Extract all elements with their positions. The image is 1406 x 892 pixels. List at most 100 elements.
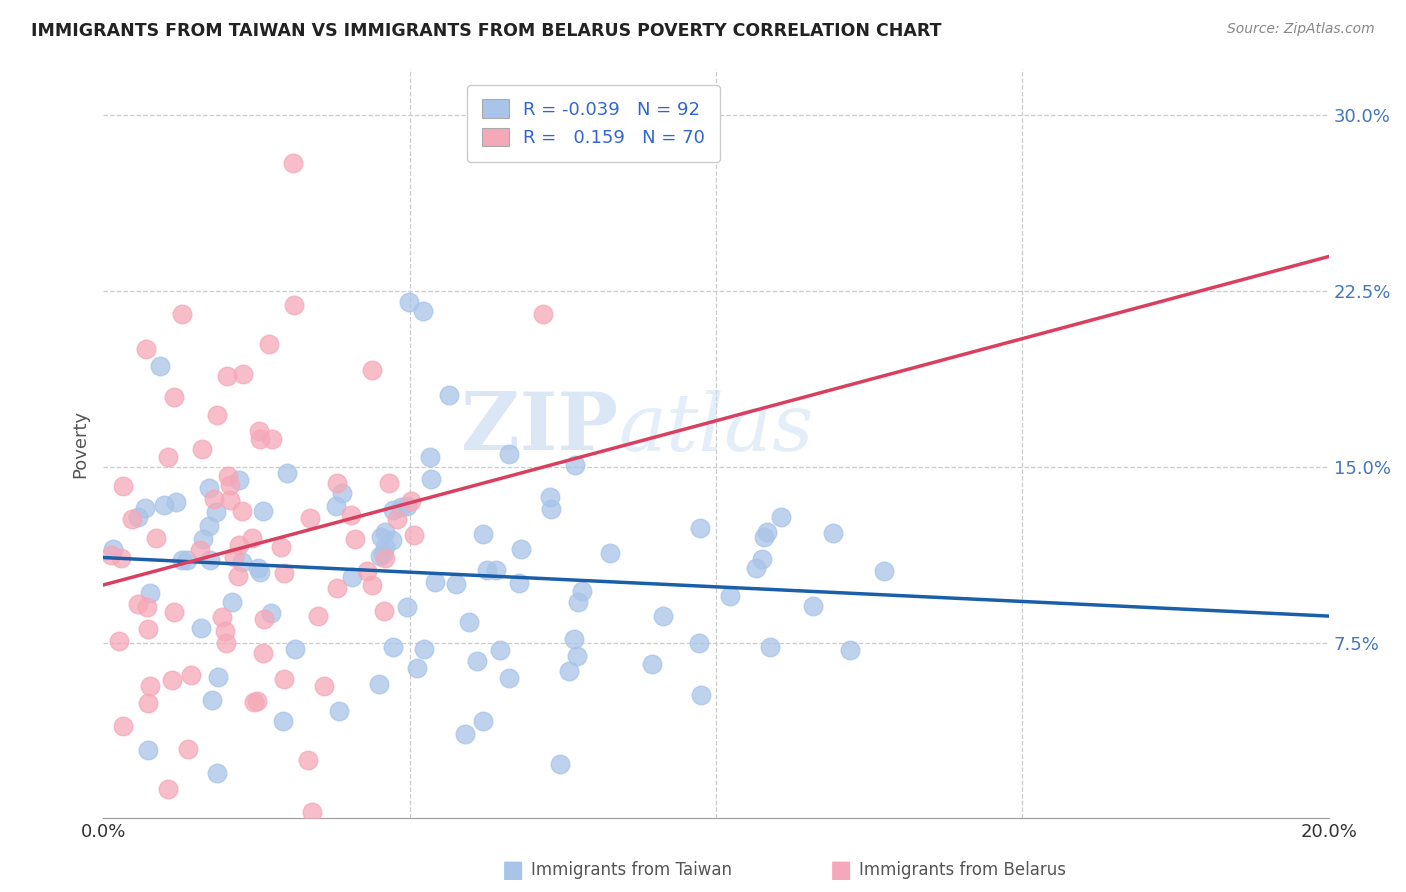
Point xyxy=(374,550,396,565)
Point xyxy=(801,599,824,614)
Point xyxy=(718,589,741,603)
Point xyxy=(401,494,423,508)
Text: Immigrants from Taiwan: Immigrants from Taiwan xyxy=(531,861,733,879)
Point xyxy=(389,500,412,514)
Point xyxy=(510,542,533,557)
Point xyxy=(751,551,773,566)
Point xyxy=(197,518,219,533)
Point xyxy=(420,472,443,486)
Point xyxy=(508,575,530,590)
Point xyxy=(283,156,305,170)
Point xyxy=(215,636,238,650)
Point xyxy=(406,661,429,675)
Point xyxy=(562,632,585,647)
Point xyxy=(231,555,253,569)
Point xyxy=(205,766,228,780)
Point xyxy=(356,564,378,578)
Point xyxy=(111,719,134,733)
Point xyxy=(821,526,844,541)
Point xyxy=(361,577,384,591)
Point xyxy=(564,458,586,472)
Point xyxy=(471,714,494,728)
Point xyxy=(249,565,271,579)
Text: Source: ZipAtlas.com: Source: ZipAtlas.com xyxy=(1227,22,1375,37)
Point xyxy=(325,475,347,490)
Point xyxy=(385,511,408,525)
Point xyxy=(121,512,143,526)
Point xyxy=(688,636,710,650)
Point xyxy=(198,553,221,567)
Point xyxy=(297,753,319,767)
Point xyxy=(127,597,149,611)
Point xyxy=(108,634,131,648)
Point xyxy=(690,688,713,702)
Point xyxy=(273,566,295,580)
Point xyxy=(101,542,124,557)
Point xyxy=(755,524,778,539)
Point xyxy=(260,607,283,621)
Point xyxy=(149,359,172,374)
Point xyxy=(373,604,395,618)
Point xyxy=(838,642,860,657)
Point xyxy=(252,612,274,626)
Point xyxy=(252,647,274,661)
Point xyxy=(344,532,367,546)
Point xyxy=(163,390,186,404)
Point xyxy=(136,622,159,636)
Point xyxy=(271,714,294,728)
Point xyxy=(243,696,266,710)
Point xyxy=(176,553,198,567)
Point xyxy=(145,532,167,546)
Point xyxy=(191,442,214,457)
Point xyxy=(538,490,561,504)
Point xyxy=(201,693,224,707)
Point xyxy=(453,727,475,741)
Legend: R = -0.039   N = 92, R =   0.159   N = 70: R = -0.039 N = 92, R = 0.159 N = 70 xyxy=(467,85,720,161)
Point xyxy=(471,527,494,541)
Point xyxy=(180,668,202,682)
Point xyxy=(412,642,434,657)
Y-axis label: Poverty: Poverty xyxy=(72,409,89,477)
Point xyxy=(163,605,186,619)
Point xyxy=(745,560,768,574)
Text: IMMIGRANTS FROM TAIWAN VS IMMIGRANTS FROM BELARUS POVERTY CORRELATION CHART: IMMIGRANTS FROM TAIWAN VS IMMIGRANTS FRO… xyxy=(31,22,942,40)
Point xyxy=(298,511,321,525)
Point xyxy=(381,503,404,517)
Point xyxy=(689,521,711,535)
Point xyxy=(340,570,363,584)
Point xyxy=(758,640,780,655)
Point xyxy=(381,640,404,654)
Point xyxy=(139,586,162,600)
Point xyxy=(232,367,254,381)
Point xyxy=(374,524,396,539)
Point xyxy=(177,742,200,756)
Point xyxy=(276,466,298,480)
Point xyxy=(188,543,211,558)
Point xyxy=(465,654,488,668)
Text: ZIP: ZIP xyxy=(461,390,617,467)
Point xyxy=(221,595,243,609)
Point xyxy=(247,424,270,438)
Point xyxy=(368,677,391,691)
Point xyxy=(540,501,562,516)
Point xyxy=(565,648,588,663)
Point xyxy=(110,551,132,566)
Point xyxy=(257,337,280,351)
Point xyxy=(246,561,269,575)
Point xyxy=(111,479,134,493)
Point xyxy=(326,582,349,596)
Point xyxy=(531,307,554,321)
Point xyxy=(222,549,245,564)
Point xyxy=(156,450,179,464)
Point xyxy=(211,609,233,624)
Point xyxy=(190,621,212,635)
Point xyxy=(404,528,426,542)
Point xyxy=(477,563,499,577)
Point xyxy=(228,538,250,552)
Text: Immigrants from Belarus: Immigrants from Belarus xyxy=(859,861,1066,879)
Point xyxy=(273,672,295,686)
Point xyxy=(215,369,238,384)
Point xyxy=(485,563,508,577)
Point xyxy=(207,408,229,422)
Point xyxy=(314,679,336,693)
